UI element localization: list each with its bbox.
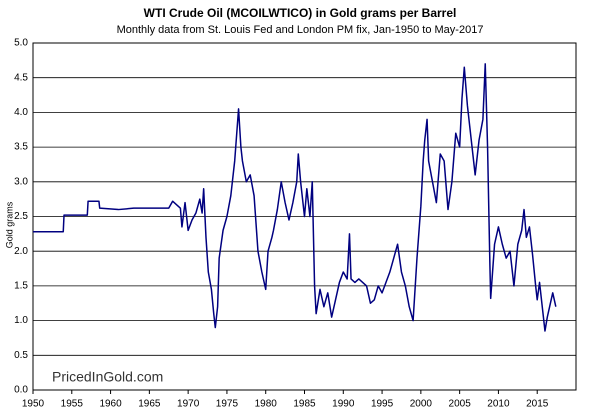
x-tick-label: 1965: [138, 399, 161, 410]
y-tick-label: 0.0: [14, 385, 28, 396]
watermark: PricedInGold.com: [52, 369, 163, 385]
y-tick-label: 2.5: [14, 211, 28, 222]
x-tick-label: 1970: [177, 399, 200, 410]
data-line: [33, 63, 557, 332]
x-tick-label: 1985: [293, 399, 316, 410]
x-tick-label: 1960: [99, 399, 122, 410]
chart-title: WTI Crude Oil (MCOILWTICO) in Gold grams…: [144, 6, 457, 20]
y-tick-label: 1.5: [14, 281, 28, 292]
y-tick-label: 2.0: [14, 246, 28, 257]
x-tick-label: 2010: [487, 399, 510, 410]
x-tick-label: 1950: [22, 399, 45, 410]
chart-subtitle: Monthly data from St. Louis Fed and Lond…: [117, 24, 484, 36]
y-tick-label: 3.0: [14, 176, 28, 187]
x-tick-label: 1975: [216, 399, 239, 410]
x-tick-label: 1990: [332, 399, 355, 410]
x-tick-label: 1995: [371, 399, 394, 410]
x-tick-label: 1980: [255, 399, 278, 410]
x-tick-label: 2015: [526, 399, 549, 410]
y-tick-label: 5.0: [14, 38, 28, 49]
y-tick-label: 3.5: [14, 142, 28, 153]
x-tick-label: 2000: [410, 399, 433, 410]
y-axis-label: Gold grams: [4, 201, 14, 248]
y-tick-label: 4.5: [14, 72, 28, 83]
y-tick-label: 1.0: [14, 315, 28, 326]
x-tick-label: 1955: [61, 399, 84, 410]
y-tick-label: 4.0: [14, 107, 28, 118]
x-tick-label: 2005: [449, 399, 472, 410]
y-tick-label: 0.5: [14, 350, 28, 361]
